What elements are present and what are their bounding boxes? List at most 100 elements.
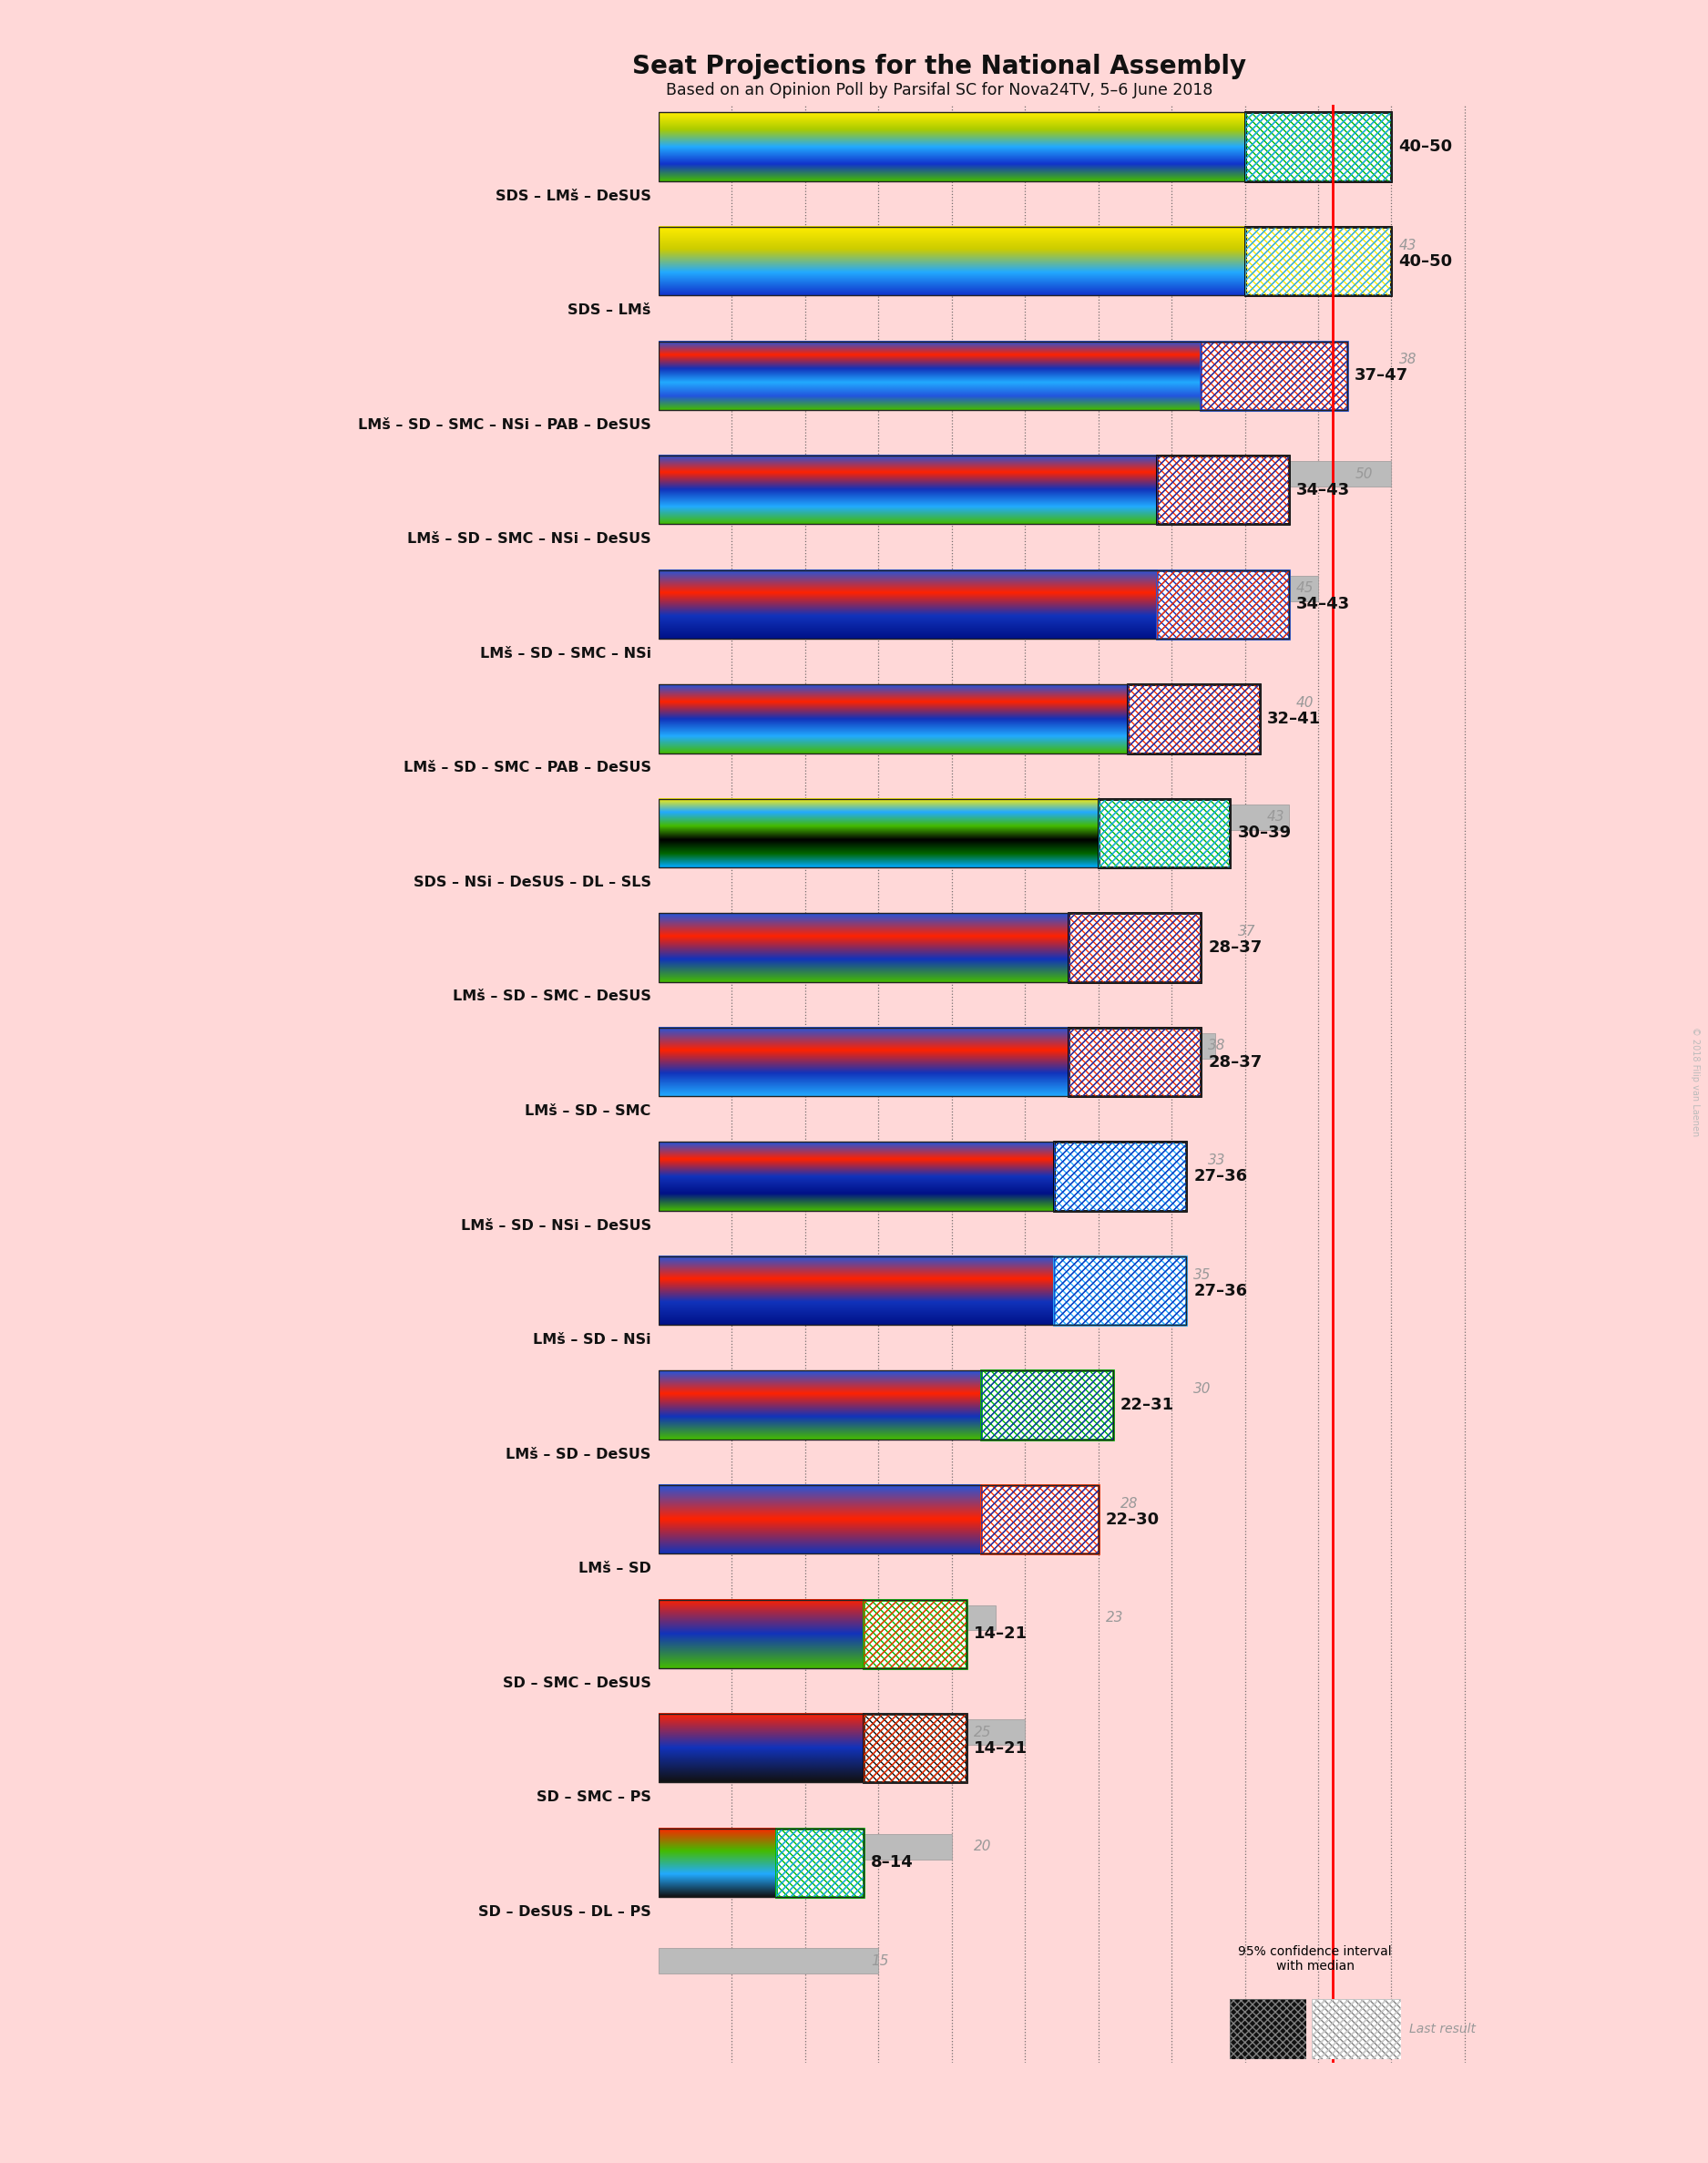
Bar — [980, 1486, 1098, 1553]
Bar — [1156, 571, 1290, 638]
Text: 22–30: 22–30 — [1105, 1512, 1160, 1527]
Bar — [658, 1027, 1201, 1097]
Text: SD – SMC – PS: SD – SMC – PS — [536, 1791, 651, 1804]
Text: 40–50: 40–50 — [1399, 138, 1452, 156]
Bar — [658, 684, 1259, 753]
Bar — [658, 342, 1348, 411]
Text: SDS – LMš – DeSUS: SDS – LMš – DeSUS — [495, 188, 651, 203]
Bar — [1245, 227, 1392, 296]
Bar — [1245, 112, 1392, 182]
Text: LMš – SD – SMC – NSi – DeSUS: LMš – SD – SMC – NSi – DeSUS — [407, 532, 651, 545]
Bar — [658, 805, 1290, 831]
Bar — [658, 1828, 864, 1897]
Text: 34–43: 34–43 — [1296, 597, 1349, 612]
Text: SDS – NSi – DeSUS – DL – SLS: SDS – NSi – DeSUS – DL – SLS — [413, 876, 651, 889]
Text: 38: 38 — [1399, 353, 1416, 366]
Bar — [658, 1601, 967, 1668]
Text: LMš – SD – SMC – NSi – PAB – DeSUS: LMš – SD – SMC – NSi – PAB – DeSUS — [359, 417, 651, 433]
Bar — [658, 1034, 1216, 1058]
Bar — [864, 1713, 967, 1782]
Bar — [658, 1149, 1143, 1172]
Bar — [1127, 684, 1259, 753]
Bar — [1054, 1142, 1185, 1211]
Bar — [1156, 456, 1290, 523]
Text: 28–37: 28–37 — [1208, 939, 1262, 956]
Bar — [658, 456, 1290, 523]
Bar — [1098, 798, 1230, 867]
Text: 28: 28 — [1120, 1497, 1138, 1510]
Bar — [1054, 1257, 1185, 1326]
Bar — [864, 1601, 967, 1668]
Bar — [775, 1828, 864, 1897]
Bar — [658, 1605, 996, 1631]
Text: 35: 35 — [1194, 1268, 1211, 1280]
Text: LMš – SD: LMš – SD — [579, 1562, 651, 1575]
Bar — [1054, 1142, 1185, 1211]
Bar — [1156, 571, 1290, 638]
Bar — [658, 1720, 1025, 1746]
Bar — [1156, 456, 1290, 523]
Bar — [658, 1949, 878, 1973]
Bar — [1245, 112, 1392, 182]
Text: 38: 38 — [1208, 1038, 1226, 1053]
Text: 95% confidence interval
with median: 95% confidence interval with median — [1238, 1945, 1392, 1973]
Text: LMš – SD – NSi – DeSUS: LMš – SD – NSi – DeSUS — [461, 1218, 651, 1233]
Text: 14–21: 14–21 — [974, 1627, 1028, 1642]
Bar — [1127, 684, 1259, 753]
Bar — [658, 919, 1201, 943]
Text: SDS – LMš: SDS – LMš — [567, 303, 651, 318]
Bar — [1245, 112, 1392, 182]
Bar — [980, 1371, 1114, 1438]
Text: 37: 37 — [1238, 926, 1255, 939]
Text: LMš – SD – SMC – DeSUS: LMš – SD – SMC – DeSUS — [453, 991, 651, 1004]
Text: 37–47: 37–47 — [1354, 368, 1409, 383]
Text: SD – SMC – DeSUS: SD – SMC – DeSUS — [502, 1676, 651, 1689]
Bar — [1098, 798, 1230, 867]
Bar — [1201, 342, 1348, 411]
Text: 28–37: 28–37 — [1208, 1053, 1262, 1071]
Text: 30: 30 — [1194, 1382, 1211, 1395]
Bar — [1201, 342, 1348, 411]
Bar — [775, 1828, 864, 1897]
Text: Based on an Opinion Poll by Parsifal SC for Nova24TV, 5–6 June 2018: Based on an Opinion Poll by Parsifal SC … — [666, 82, 1213, 99]
Text: 45: 45 — [1296, 582, 1313, 595]
Text: 25: 25 — [974, 1726, 991, 1739]
Bar — [658, 1834, 951, 1860]
Bar — [1069, 913, 1201, 982]
Text: Seat Projections for the National Assembly: Seat Projections for the National Assemb… — [632, 54, 1247, 80]
Bar — [864, 1601, 967, 1668]
Bar — [1054, 1257, 1185, 1326]
Bar — [980, 1371, 1114, 1438]
Bar — [658, 1713, 967, 1782]
Text: LMš – SD – SMC: LMš – SD – SMC — [524, 1105, 651, 1118]
Bar — [658, 227, 1392, 296]
Bar — [1069, 1027, 1201, 1097]
Text: © 2018 Filip van Laenen: © 2018 Filip van Laenen — [1691, 1027, 1699, 1136]
Bar — [1069, 913, 1201, 982]
Bar — [658, 346, 1216, 372]
Bar — [1245, 227, 1392, 296]
Text: LMš – SD – SMC – NSi: LMš – SD – SMC – NSi — [480, 647, 651, 660]
Bar — [658, 461, 1392, 487]
Text: SD – DeSUS – DL – PS: SD – DeSUS – DL – PS — [478, 1906, 651, 1919]
Bar — [658, 798, 1230, 867]
Text: 30–39: 30–39 — [1238, 824, 1291, 841]
Text: 33: 33 — [1208, 1153, 1226, 1168]
Text: LMš – SD – SMC – PAB – DeSUS: LMš – SD – SMC – PAB – DeSUS — [403, 761, 651, 774]
Bar — [658, 575, 1319, 601]
Text: 27–36: 27–36 — [1194, 1168, 1247, 1185]
Bar — [658, 1371, 1114, 1438]
Bar — [864, 1713, 967, 1782]
Bar — [658, 1261, 1172, 1287]
Bar — [864, 1713, 967, 1782]
Bar — [658, 571, 1290, 638]
Bar — [1156, 456, 1290, 523]
Bar — [864, 1601, 967, 1668]
Bar — [658, 1142, 1185, 1211]
Text: 27–36: 27–36 — [1194, 1283, 1247, 1300]
Bar — [658, 234, 1290, 257]
Text: 40: 40 — [1296, 696, 1313, 709]
Text: 8–14: 8–14 — [871, 1854, 914, 1871]
Bar — [1127, 684, 1259, 753]
Text: 22–31: 22–31 — [1120, 1397, 1173, 1412]
